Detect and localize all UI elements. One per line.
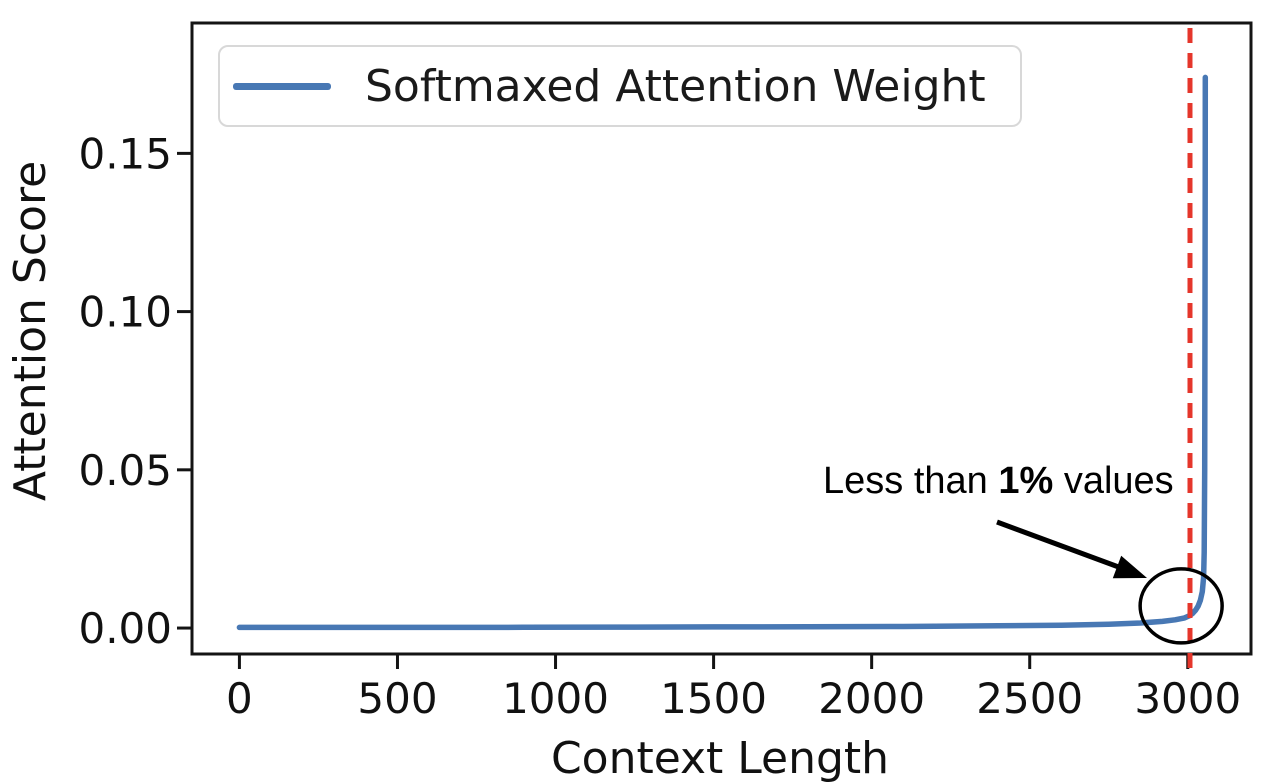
x-tick-label: 2500	[976, 674, 1083, 723]
plot-frame	[190, 21, 1253, 656]
x-tick-label: 1500	[660, 674, 767, 723]
annotation-text-suffix: values	[1053, 460, 1174, 502]
annotation-text: Less than 1% values	[823, 460, 1174, 503]
annotation-circle	[1138, 567, 1224, 645]
attention-line	[236, 74, 1209, 631]
annotation-text-bold: 1%	[998, 460, 1054, 502]
y-tick-label: 0.15	[78, 129, 172, 178]
annotation-text-prefix: Less than	[823, 460, 999, 502]
x-tick-label: 0	[226, 674, 253, 723]
x-tick-label: 2000	[818, 674, 925, 723]
legend-line-sample	[233, 82, 331, 90]
y-axis-title: Attention Score	[5, 160, 56, 502]
x-tick-label: 500	[357, 674, 437, 723]
y-tick-label: 0.05	[78, 446, 172, 495]
y-tick-label: 0.10	[78, 288, 172, 337]
y-tick-label: 0.00	[78, 604, 172, 653]
legend-label: Softmaxed Attention Weight	[365, 60, 986, 112]
x-axis-title: Context Length	[550, 733, 890, 783]
x-tick-label: 3000	[1134, 674, 1241, 723]
annotation-arrow-shaft	[996, 519, 1125, 572]
x-tick-label: 1000	[502, 674, 609, 723]
legend-box: Softmaxed Attention Weight	[218, 45, 1022, 127]
annotation-arrowhead	[1112, 555, 1147, 579]
